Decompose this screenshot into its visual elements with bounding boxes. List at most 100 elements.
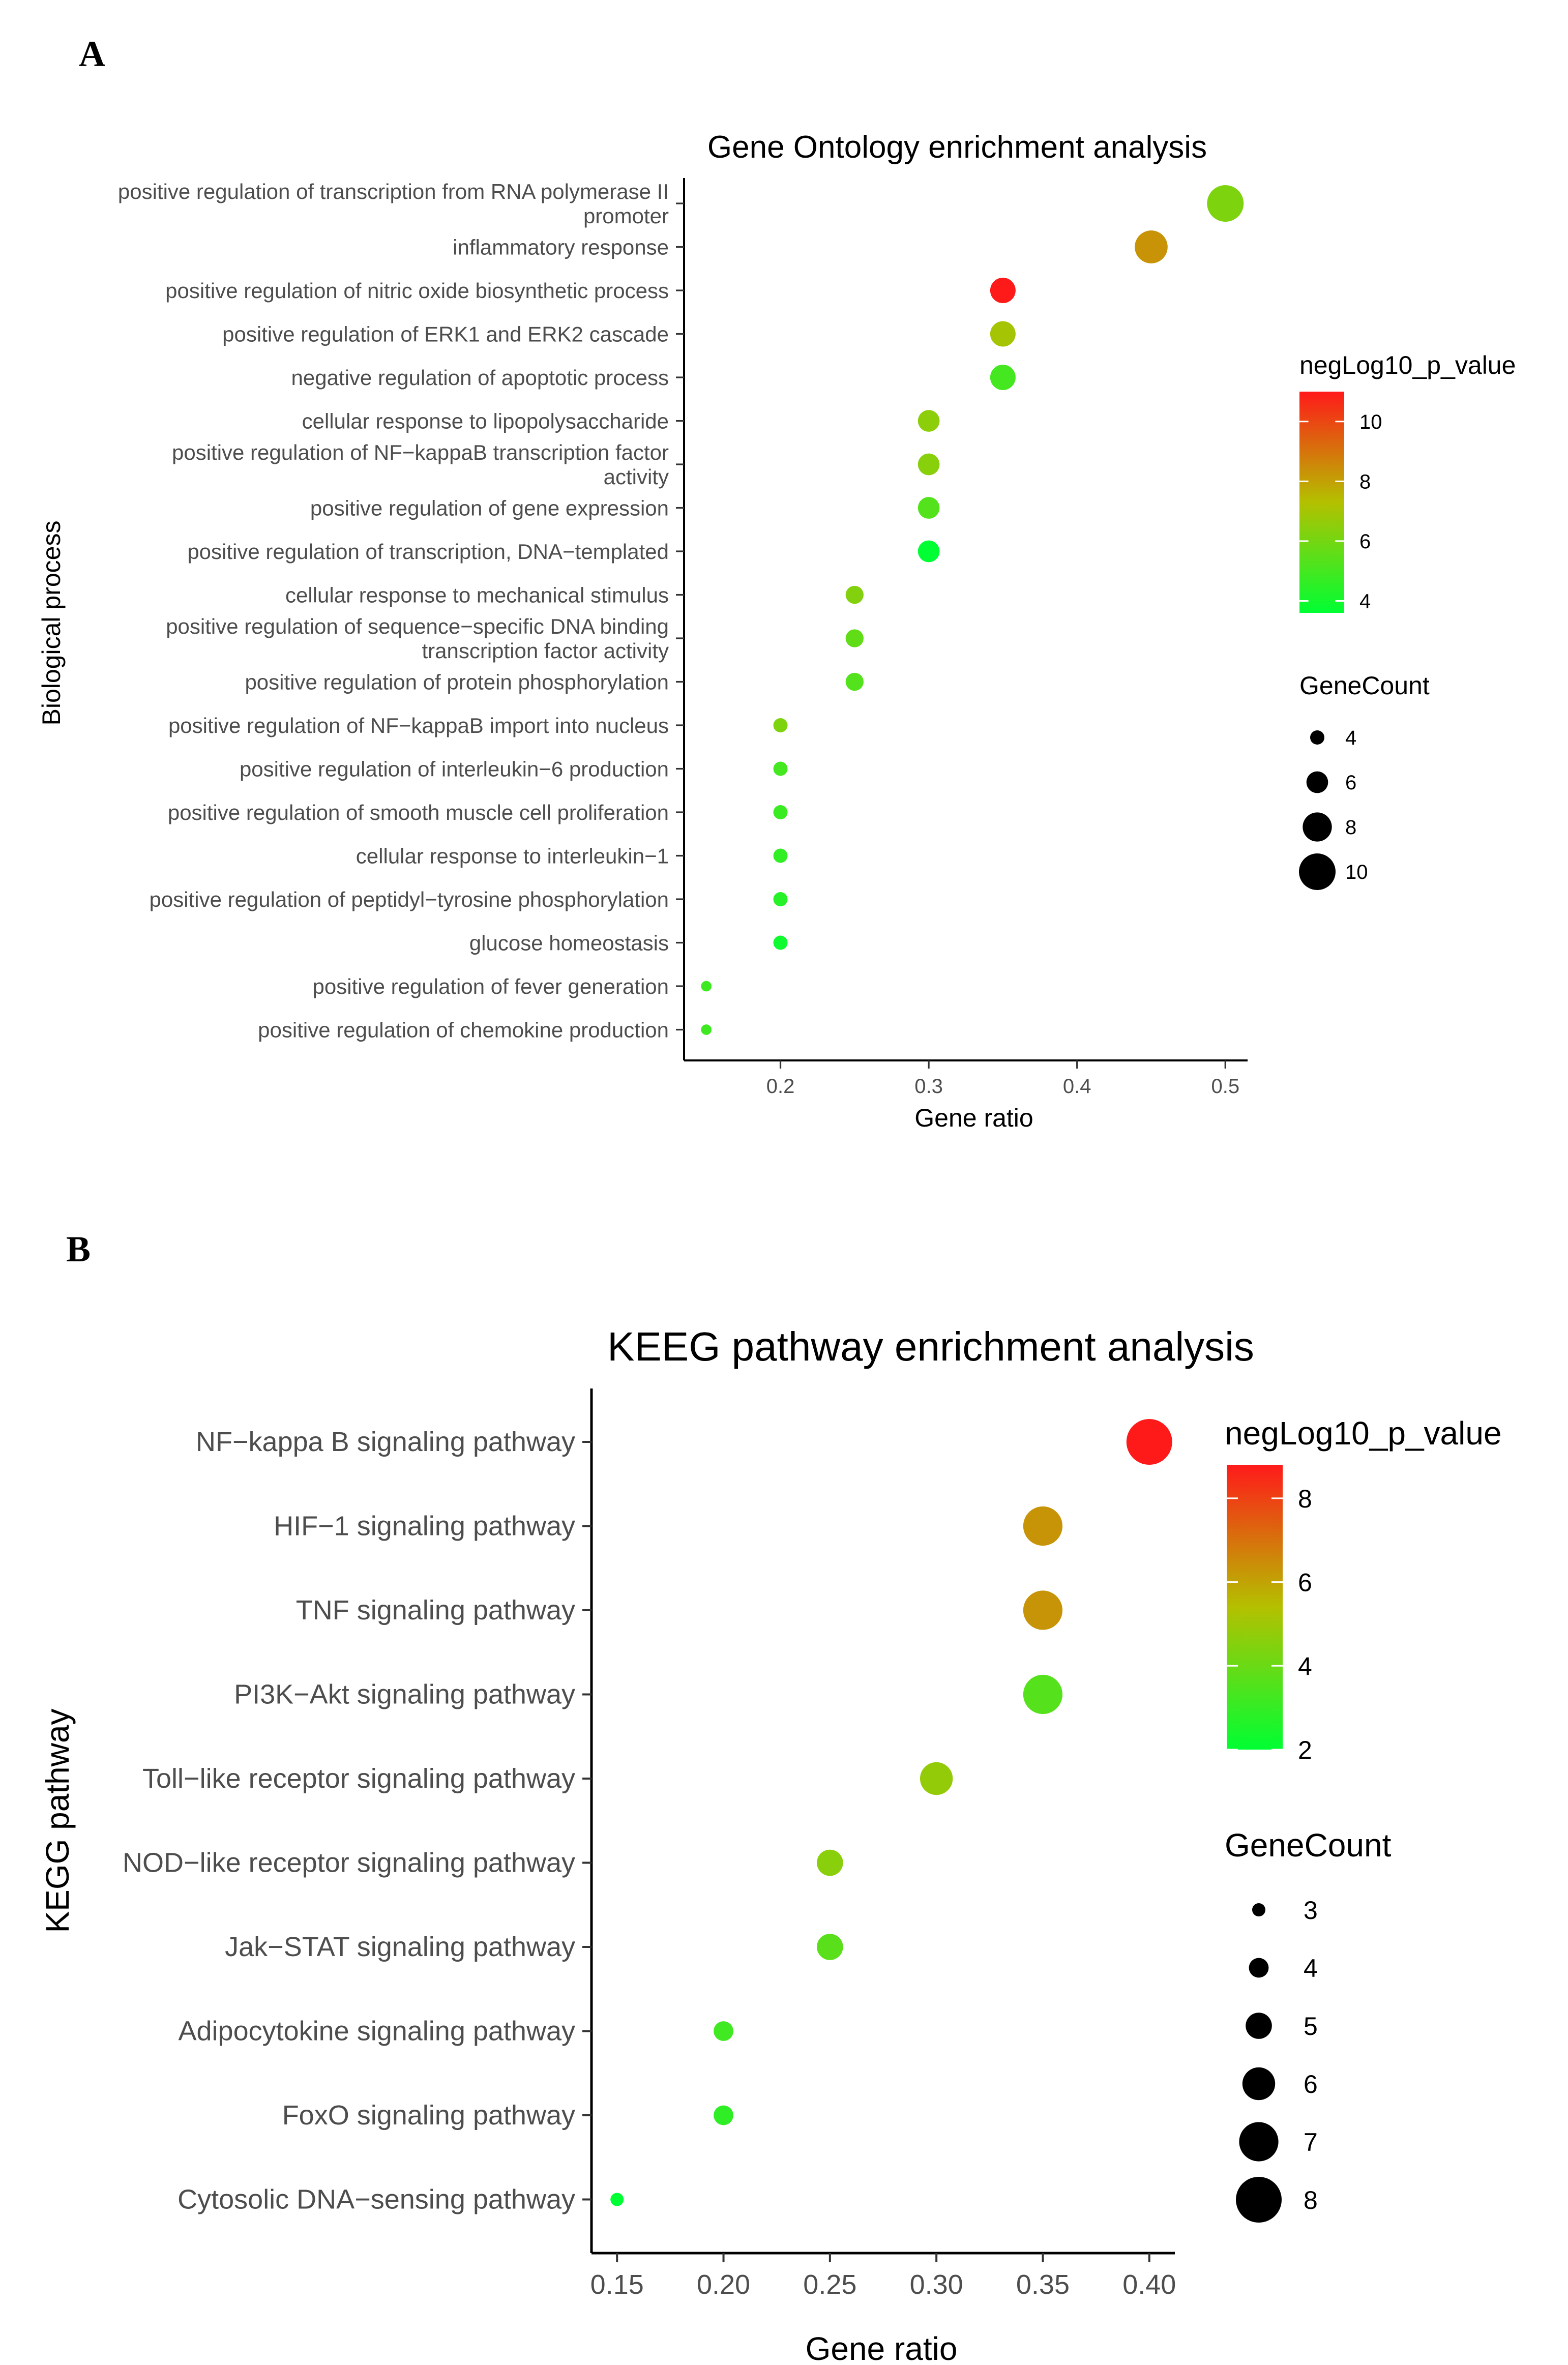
chart-a-size-legend-key — [1310, 730, 1324, 745]
chart-a-point — [990, 365, 1016, 390]
chart-a-x-tick-label: 0.3 — [914, 1075, 943, 1098]
chart-a-point — [845, 629, 864, 647]
chart-a-y-tick-label: positive regulation of transcription, DN… — [187, 540, 669, 564]
chart-a-y-tick-label: positive regulation of NF−kappaB import … — [168, 714, 669, 737]
panel-label-a: A — [79, 34, 105, 74]
chart-a-y-tick-label: positive regulation of nitric oxide bios… — [165, 279, 669, 303]
chart-b-point — [1023, 1590, 1063, 1630]
chart-b-size-legend-key — [1249, 1958, 1269, 1978]
chart-a-y-tick-label: glucose homeostasis — [469, 931, 669, 955]
chart-a-y-tick-label: positive regulation of interleukin−6 pro… — [240, 757, 669, 781]
chart-a-size-legend-label: 10 — [1345, 861, 1368, 883]
chart-a-point — [773, 761, 788, 776]
chart-a-y-tick-label: negative regulation of apoptotic process — [291, 366, 669, 390]
chart-a-point — [918, 540, 940, 563]
chart-a-y-tick-label: positive regulation of NF−kappaB transcr… — [172, 440, 669, 464]
chart-b-x-tick-label: 0.25 — [803, 2269, 856, 2300]
chart-a-y-tick-label: positive regulation of smooth muscle cel… — [168, 801, 669, 824]
chart-b-point — [610, 2193, 624, 2206]
chart-a-size-legend-label: 8 — [1345, 816, 1356, 839]
chart-b-size-legend-label: 4 — [1304, 1954, 1318, 1983]
chart-a-size-legend-label: 4 — [1345, 727, 1356, 749]
chart-b-color-legend-title: negLog10_p_value — [1225, 1415, 1502, 1452]
chart-b-point — [817, 1849, 843, 1876]
chart-a-y-tick-label: activity — [604, 465, 669, 489]
chart-a-y-tick-label: positive regulation of gene expression — [310, 496, 669, 520]
chart-a-colorbar-label: 4 — [1359, 590, 1371, 612]
chart-a-colorbar — [1299, 392, 1344, 613]
chart-a-y-tick-label: cellular response to lipopolysaccharide — [302, 409, 669, 433]
chart-b: NF−kappa B signaling pathway HIF−1 signal… — [123, 1388, 1318, 2300]
chart-b-point — [817, 1934, 843, 1960]
chart-a-title: Gene Ontology enrichment analysis — [707, 130, 1207, 165]
chart-a-point — [701, 981, 712, 992]
chart-b-y-tick-label: NF−kappa B signaling pathway — [196, 1427, 575, 1457]
chart-a-point — [773, 935, 788, 950]
chart-a-point — [1207, 185, 1244, 222]
chart-a-colorbar-label: 8 — [1359, 470, 1371, 493]
chart-a-colorbar-label: 6 — [1359, 530, 1371, 553]
chart-a-point — [773, 805, 788, 819]
chart-b-y-tick-label: HIF−1 signaling pathway — [274, 1511, 575, 1542]
chart-b-colorbar-label: 8 — [1298, 1485, 1312, 1513]
chart-a-point — [701, 1024, 712, 1035]
chart-a-color-legend-title: negLog10_p_value — [1299, 351, 1516, 379]
chart-b-colorbar-label: 6 — [1298, 1569, 1312, 1597]
chart-b-y-tick-label: PI3K−Akt signaling pathway — [234, 1679, 575, 1710]
chart-a-point — [845, 672, 864, 691]
chart-a-size-legend-title: GeneCount — [1299, 671, 1430, 700]
chart-b-y-tick-label: TNF signaling pathway — [296, 1595, 575, 1625]
chart-b-y-tick-label: Adipocytokine signaling pathway — [179, 2016, 576, 2047]
chart-a-y-tick-label: positive regulation of ERK1 and ERK2 cas… — [222, 322, 669, 346]
chart-a-point — [773, 892, 788, 906]
chart-b-size-legend-label: 8 — [1304, 2186, 1318, 2214]
chart-a-point — [918, 453, 940, 476]
chart-b-x-tick-label: 0.40 — [1122, 2269, 1176, 2300]
chart-b-y-tick-label: FoxO signaling pathway — [282, 2100, 575, 2131]
chart-b-point — [1126, 1419, 1172, 1465]
chart-b-point — [1023, 1506, 1063, 1546]
chart-a-size-legend-label: 6 — [1345, 772, 1356, 794]
chart-a-y-tick-label: positive regulation of protein phosphory… — [245, 670, 669, 694]
chart-a-y-tick-label: cellular response to mechanical stimulus — [285, 583, 669, 607]
chart-b-y-tick-label: Cytosolic DNA−sensing pathway — [177, 2184, 575, 2215]
chart-a-y-tick-label: positive regulation of sequence−specific… — [166, 614, 669, 638]
chart-a-point — [845, 585, 864, 604]
chart-a-point — [918, 410, 940, 432]
chart-b-x-tick-label: 0.30 — [910, 2269, 963, 2300]
chart-a-x-tick-label: 0.4 — [1063, 1075, 1091, 1098]
chart-a-y-tick-label: cellular response to interleukin−1 — [356, 844, 669, 868]
chart-a-point — [990, 321, 1016, 347]
chart-a-size-legend-key — [1303, 812, 1332, 842]
chart-b-colorbar-label: 4 — [1298, 1652, 1312, 1680]
chart-a-y-axis-title: Biological process — [37, 521, 66, 726]
chart-b-size-legend-key — [1242, 2067, 1276, 2101]
chart-a-y-tick-label: inflammatory response — [453, 235, 669, 259]
chart-b-y-axis-title: KEGG pathway — [39, 1708, 76, 1933]
chart-b-size-legend-key — [1252, 1903, 1265, 1916]
chart-a-colorbar-label: 10 — [1359, 411, 1382, 433]
chart-b-size-legend-title: GeneCount — [1225, 1827, 1392, 1864]
chart-b-size-legend-key — [1236, 2177, 1282, 2223]
chart-a-size-legend-key — [1299, 853, 1336, 890]
chart-a-point — [773, 848, 788, 863]
chart-a: positive regulation of transcription fro… — [118, 178, 1382, 1098]
chart-b-x-tick-label: 0.15 — [590, 2269, 644, 2300]
chart-b-size-legend-key — [1246, 2013, 1272, 2039]
chart-a-y-tick-label: positive regulation of peptidyl−tyrosine… — [150, 888, 669, 911]
chart-a-y-tick-label: positive regulation of fever generation — [313, 974, 669, 998]
chart-b-x-axis-title: Gene ratio — [806, 2330, 958, 2365]
chart-b-size-legend-key — [1239, 2122, 1279, 2162]
chart-a-y-tick-label: positive regulation of chemokine product… — [258, 1018, 669, 1042]
chart-b-size-legend-label: 5 — [1304, 2012, 1318, 2041]
chart-a-size-legend-key — [1306, 771, 1328, 793]
chart-b-colorbar-label: 2 — [1298, 1736, 1312, 1764]
chart-b-point — [1023, 1674, 1063, 1714]
chart-b-x-tick-label: 0.20 — [697, 2269, 750, 2300]
chart-b-y-tick-label: Jak−STAT signaling pathway — [225, 1932, 575, 1962]
chart-a-point — [990, 278, 1016, 303]
panel-label-b: B — [66, 1229, 91, 1269]
chart-a-point — [773, 718, 788, 732]
chart-a-x-tick-label: 0.5 — [1211, 1075, 1239, 1098]
chart-b-y-tick-label: Toll−like receptor signaling pathway — [142, 1763, 575, 1794]
